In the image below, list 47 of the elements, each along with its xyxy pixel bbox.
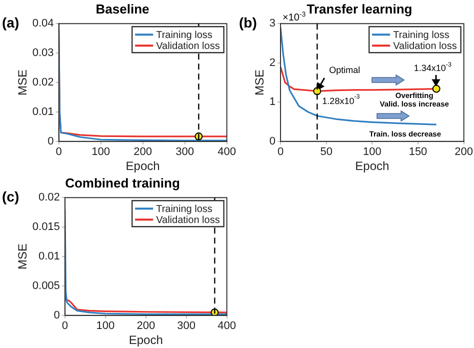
legend-label: Training loss — [156, 204, 212, 215]
y-axis-title: MSE — [16, 243, 30, 270]
y-tick-label: 3 — [269, 18, 276, 30]
x-tick-label: 300 — [177, 320, 196, 332]
chart-title: Combined training — [65, 175, 180, 190]
legend-label: Validation loss — [156, 214, 220, 226]
x-tick-label: 0 — [62, 320, 68, 332]
x-tick-label: 400 — [218, 146, 236, 158]
legend-label: Training loss — [393, 30, 450, 41]
y-tick-label: 0 — [48, 135, 54, 148]
chart-title: Baseline — [96, 1, 150, 16]
text: (a) — [2, 14, 20, 31]
x-tick-label: 300 — [176, 146, 194, 158]
x-tick-label: 100 — [362, 146, 382, 158]
chart-title: Transfer learning — [306, 1, 412, 16]
x-tick-label: 400 — [218, 320, 236, 332]
legend-label: Validation loss — [156, 40, 220, 52]
x-tick-label: 0 — [277, 146, 284, 158]
y-axis-title: MSE — [252, 69, 267, 96]
y-tick-label: 0.02 — [38, 192, 60, 204]
legend-label: Training loss — [156, 30, 212, 41]
y-tick-label: 2 — [269, 56, 276, 69]
legend-label: Validation loss — [393, 40, 457, 52]
y-tick-label: 0 — [269, 135, 276, 148]
x-tick-label: 100 — [92, 146, 110, 158]
y-tick-label: 1 — [269, 96, 276, 108]
x-axis-title: Epoch — [355, 159, 390, 174]
text: (c) — [2, 188, 20, 205]
x-tick-label: 150 — [408, 146, 428, 158]
y-tick-label: 0.005 — [32, 280, 60, 292]
x-tick-label: 200 — [136, 320, 156, 332]
y-tick-label: 0.03 — [32, 47, 54, 60]
x-tick-label: 200 — [134, 146, 152, 158]
y-tick-label: 0.01 — [32, 106, 54, 118]
y-tick-label: 0.04 — [32, 18, 54, 30]
y-tick-label: 0 — [54, 309, 60, 322]
x-axis-title: Epoch — [126, 159, 160, 174]
x-tick-label: 50 — [320, 146, 332, 158]
y-tick-label: 0.01 — [38, 250, 60, 263]
annotation: Optimal — [329, 65, 360, 76]
x-tick-label: 200 — [454, 146, 474, 158]
y-tick-label: 0.015 — [32, 221, 60, 234]
text: (b) — [239, 14, 257, 31]
y-tick-label: 0.02 — [32, 76, 54, 89]
y-axis-title: MSE — [16, 69, 30, 96]
x-axis-title: Epoch — [128, 333, 163, 348]
x-tick-label: 100 — [96, 320, 115, 332]
